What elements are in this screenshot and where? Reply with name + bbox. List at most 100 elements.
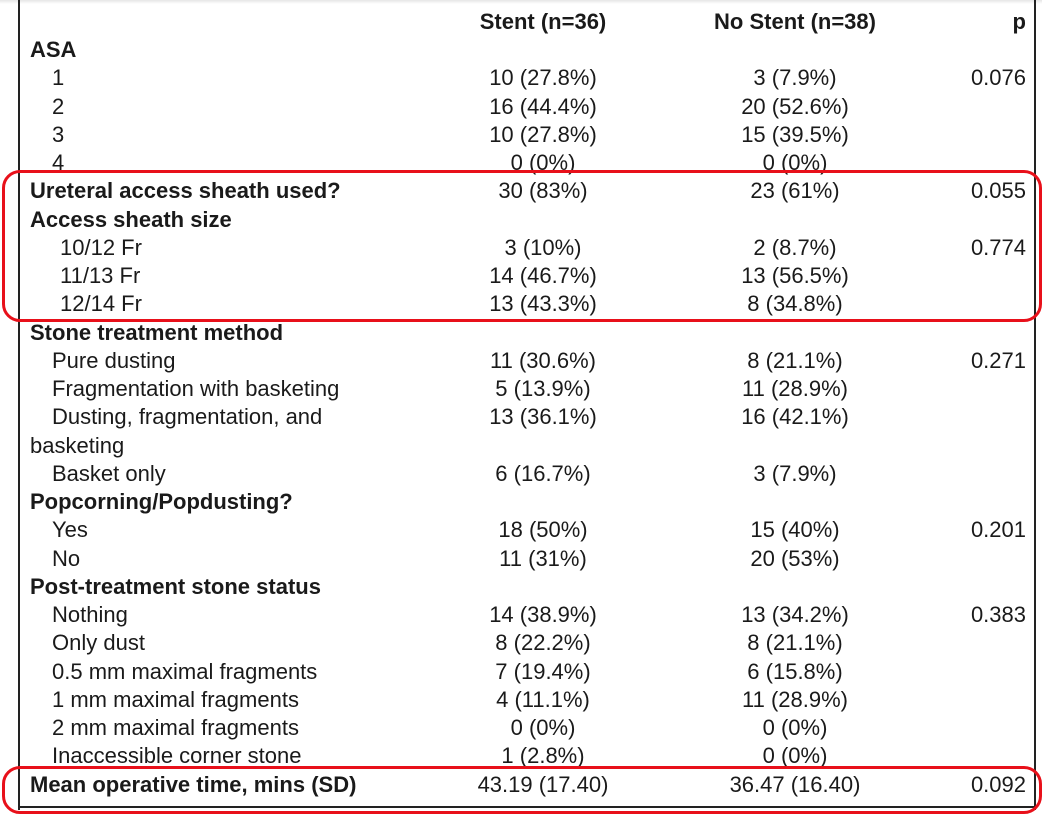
top-edge [0, 0, 1042, 4]
row-label: Post-treatment stone status [30, 573, 321, 599]
row-label: ASA [30, 37, 77, 62]
stent-value: 18 (50%) [498, 517, 588, 543]
no-stent-value: 23 (61%) [750, 178, 840, 204]
table-row: No 11 (31%) 20 (53%) [0, 545, 1042, 573]
no-stent-value: 15 (40%) [750, 517, 840, 543]
table-row: Stone treatment method [0, 319, 1042, 347]
row-label: Access sheath size [30, 206, 232, 232]
table-row: basketing [0, 432, 1042, 460]
row-label: No [52, 545, 81, 571]
no-stent-value: 2 (8.7%) [753, 234, 837, 260]
p-value: 0.055 [970, 178, 1026, 204]
table-row: 2 mm maximal fragments 0 (0%) 0 (0%) [0, 714, 1042, 742]
table-row: Dusting, fragmentation, and 13 (36.1%) 16 … [0, 403, 1042, 431]
row-label: 1 mm maximal fragments [52, 686, 299, 712]
p-value: 0.201 [970, 517, 1026, 543]
table-row: 10/12 Fr 3 (10%) 2 (8.7%) 0.774 [0, 234, 1042, 262]
table-row: Pure dusting 11 (30.6%) 8 (21.1%) 0.271 [0, 347, 1042, 375]
stent-value: 8 (22.2%) [495, 630, 591, 656]
stent-value: 16 (44.4%) [489, 93, 597, 119]
row-label: Popcorning/Popdusting? [30, 489, 293, 514]
row-label: Dusting, fragmentation, and [52, 404, 323, 430]
no-stent-value: 0 (0%) [762, 743, 828, 769]
no-stent-value: 36.47 (16.40) [729, 771, 861, 797]
table-row: 11/13 Fr 14 (46.7%) 13 (56.5%) [0, 262, 1042, 290]
table-row: 3 10 (27.8%) 15 (39.5%) [0, 121, 1042, 149]
row-label: 4 [52, 150, 65, 175]
stent-value: 13 (43.3%) [489, 291, 597, 317]
header-no-stent: No Stent (n=38) [714, 9, 876, 34]
no-stent-value: 0 (0%) [762, 715, 828, 740]
row-label: Ureteral access sheath used? [30, 178, 341, 204]
no-stent-value: 3 (7.9%) [753, 460, 837, 486]
table-row: Mean operative time, mins (SD) 43.19 (17.… [0, 771, 1042, 799]
row-label: Fragmentation with basketing [52, 376, 340, 401]
no-stent-value: 8 (21.1%) [747, 630, 843, 656]
p-value: 0.271 [970, 347, 1026, 373]
row-label: Inaccessible corner stone [52, 743, 302, 769]
row-label: 2 mm maximal fragments [52, 715, 299, 740]
no-stent-value: 6 (15.8%) [747, 658, 843, 684]
stent-value: 11 (30.6%) [490, 347, 596, 373]
stent-value: 13 (36.1%) [489, 404, 597, 430]
row-label: 10/12 Fr [60, 234, 142, 260]
table-row: Yes 18 (50%) 15 (40%) 0.201 [0, 516, 1042, 544]
stent-value: 14 (38.9%) [489, 602, 597, 627]
stent-value: 10 (27.8%) [489, 65, 597, 91]
row-label: Pure dusting [52, 347, 176, 373]
stent-value: 0 (0%) [510, 715, 576, 740]
stent-value: 7 (19.4%) [495, 658, 591, 684]
header-p: p [1012, 9, 1026, 34]
no-stent-value: 11 (28.9%) [742, 686, 848, 712]
table-row: Nothing 14 (38.9%) 13 (34.2%) 0.383 [0, 601, 1042, 629]
stent-value: 1 (2.8%) [501, 743, 585, 769]
no-stent-value: 8 (34.8%) [747, 291, 843, 317]
row-label: Stone treatment method [30, 319, 284, 345]
row-label: 12/14 Fr [60, 291, 142, 317]
row-label: Yes [52, 517, 88, 543]
p-value: 0.092 [970, 771, 1026, 797]
stent-value: 4 (11.1%) [496, 686, 590, 712]
header-row: Stent (n=36) No Stent (n=38) p [0, 8, 1042, 36]
table-row: 1 mm maximal fragments 4 (11.1%) 11 (28.9%… [0, 686, 1042, 714]
table-row: Only dust 8 (22.2%) 8 (21.1%) [0, 629, 1042, 657]
table-row: Popcorning/Popdusting? [0, 488, 1042, 516]
row-label: 2 [52, 93, 65, 119]
table-right-border [1034, 0, 1036, 810]
table-row: Inaccessible corner stone 1 (2.8%) 0 (0%) [0, 742, 1042, 770]
no-stent-value: 3 (7.9%) [753, 65, 837, 91]
stent-value: 14 (46.7%) [489, 263, 597, 288]
stent-value: 30 (83%) [498, 178, 588, 204]
table-row: 1 10 (27.8%) 3 (7.9%) 0.076 [0, 64, 1042, 92]
stent-value: 3 (10%) [504, 234, 582, 260]
table-row: Post-treatment stone status [0, 573, 1042, 601]
stent-value: 10 (27.8%) [489, 121, 597, 147]
table-row: ASA [0, 36, 1042, 64]
highlight-box-access-sheath [2, 170, 1042, 322]
row-label: basketing [30, 432, 125, 458]
row-label: Basket only [52, 460, 166, 486]
no-stent-value: 20 (52.6%) [741, 93, 849, 119]
no-stent-value: 13 (56.5%) [741, 263, 849, 288]
header-stent: Stent (n=36) [479, 9, 607, 34]
row-label: 3 [52, 121, 65, 147]
p-value: 0.383 [970, 602, 1026, 627]
no-stent-value: 13 (34.2%) [741, 602, 849, 627]
row-label: 1 [52, 65, 65, 91]
table-bottom-border [18, 806, 1036, 808]
no-stent-value: 11 (28.9%) [742, 376, 848, 401]
table-row: Fragmentation with basketing 5 (13.9%) 11 … [0, 375, 1042, 403]
stent-value: 6 (16.7%) [495, 460, 591, 486]
row-label: 11/13 Fr [60, 263, 141, 288]
row-label: Nothing [52, 602, 128, 627]
row-label: Mean operative time, mins (SD) [30, 771, 357, 797]
stent-value: 11 (31%) [499, 545, 587, 571]
table-row: Basket only 6 (16.7%) 3 (7.9%) [0, 460, 1042, 488]
table-row: 0.5 mm maximal fragments 7 (19.4%) 6 (15.8… [0, 658, 1042, 686]
table-row: 2 16 (44.4%) 20 (52.6%) [0, 93, 1042, 121]
p-value: 0.774 [970, 234, 1026, 260]
no-stent-value: 16 (42.1%) [741, 404, 849, 430]
table-row: Access sheath size [0, 206, 1042, 234]
no-stent-value: 20 (53%) [750, 545, 840, 571]
